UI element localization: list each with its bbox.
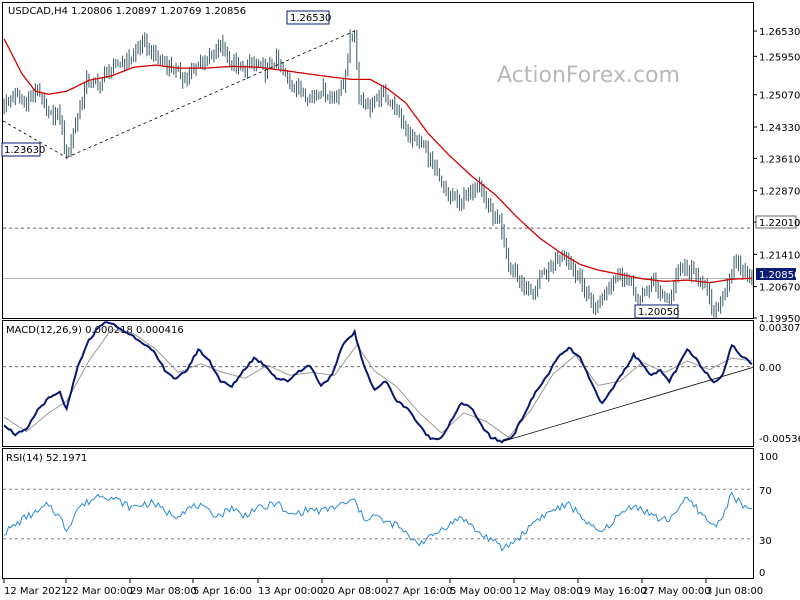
time-tick-label: 13 Apr 00:00 <box>258 586 323 597</box>
rsi-line <box>3 488 753 552</box>
price-tick-label: 1.21410 <box>759 250 800 261</box>
price-tick-label: 1.22870 <box>759 187 800 198</box>
price-tick-label: 1.19950 <box>759 314 800 325</box>
time-tick-label: 12 May 08:00 <box>514 586 583 597</box>
swing-trend-line <box>2 120 67 158</box>
swing-high-label: 1.26530 <box>286 10 331 25</box>
time-tick-label: 29 Mar 08:00 <box>130 586 197 597</box>
current-price-label: 1.20856 <box>756 268 800 281</box>
recent-low-label: 1.20050 <box>634 304 679 319</box>
time-tick-label: 19 May 16:00 <box>578 586 647 597</box>
price-tick-label: 1.25950 <box>759 52 800 63</box>
svg-text:1.23630: 1.23630 <box>4 145 45 156</box>
rsi-tick-70: 70 <box>759 486 772 497</box>
rsi-line-path <box>3 491 753 552</box>
svg-text:1.26530: 1.26530 <box>290 13 331 24</box>
macd-tick-bottom: -0.005369 <box>759 434 800 445</box>
price-tick-label: 1.26530 <box>759 27 800 38</box>
rsi-tick-100: 100 <box>759 452 778 463</box>
macd-lines <box>3 321 754 444</box>
rsi-tick-0: 0 <box>759 568 765 579</box>
trendline-annotation <box>2 30 355 158</box>
macd-trend-line <box>501 367 754 443</box>
watermark: ActionForex.com <box>497 63 680 88</box>
rsi-panel-frame <box>2 448 754 579</box>
svg-text:1.20050: 1.20050 <box>638 307 679 318</box>
resistance-label: 1.22010 <box>755 215 800 229</box>
symbol-header: USDCAD,H4 1.20806 1.20897 1.20769 1.2085… <box>8 6 246 17</box>
time-tick-label: 22 Mar 00:00 <box>66 586 133 597</box>
swing-low-label: 1.23630 <box>1 142 45 157</box>
swing-trend-line <box>66 30 355 158</box>
macd-panel-frame <box>2 320 754 447</box>
svg-text:0.00: 0.00 <box>759 363 781 374</box>
rsi-tick-30: 30 <box>759 536 772 547</box>
ma-line <box>3 38 752 284</box>
price-tick-label: 1.23610 <box>759 154 800 165</box>
moving-average <box>3 38 752 284</box>
time-tick-label: 3 Jun 08:00 <box>706 586 763 597</box>
time-tick-label: 20 Apr 08:00 <box>322 586 387 597</box>
macd-current-label: 0.00 <box>756 362 796 374</box>
svg-text:1.22010: 1.22010 <box>759 218 800 229</box>
macd-main-line <box>3 321 753 444</box>
macd-signal-line <box>3 328 752 438</box>
time-tick-label: 27 Apr 16:00 <box>387 586 452 597</box>
rsi-title: RSI(14) 52.1971 <box>6 453 87 464</box>
macd-axis: 0.003072 -0.005369 <box>759 323 800 445</box>
price-tick-label: 1.20670 <box>759 283 800 294</box>
price-tick-label: 1.24330 <box>759 123 800 134</box>
time-tick-label: 27 May 00:00 <box>642 586 711 597</box>
price-guides <box>3 227 753 279</box>
time-tick-label: 12 Mar 2021 <box>4 586 67 597</box>
time-tick-label: 5 Apr 16:00 <box>193 586 252 597</box>
price-tick-label: 1.25070 <box>759 91 800 102</box>
macd-tick-top: 0.003072 <box>759 323 800 334</box>
rsi-axis: 100 70 30 0 <box>759 452 778 579</box>
time-tick-label: 5 May 00:00 <box>450 586 512 597</box>
svg-text:1.20856: 1.20856 <box>759 270 800 281</box>
price-panel-frame <box>2 2 754 319</box>
